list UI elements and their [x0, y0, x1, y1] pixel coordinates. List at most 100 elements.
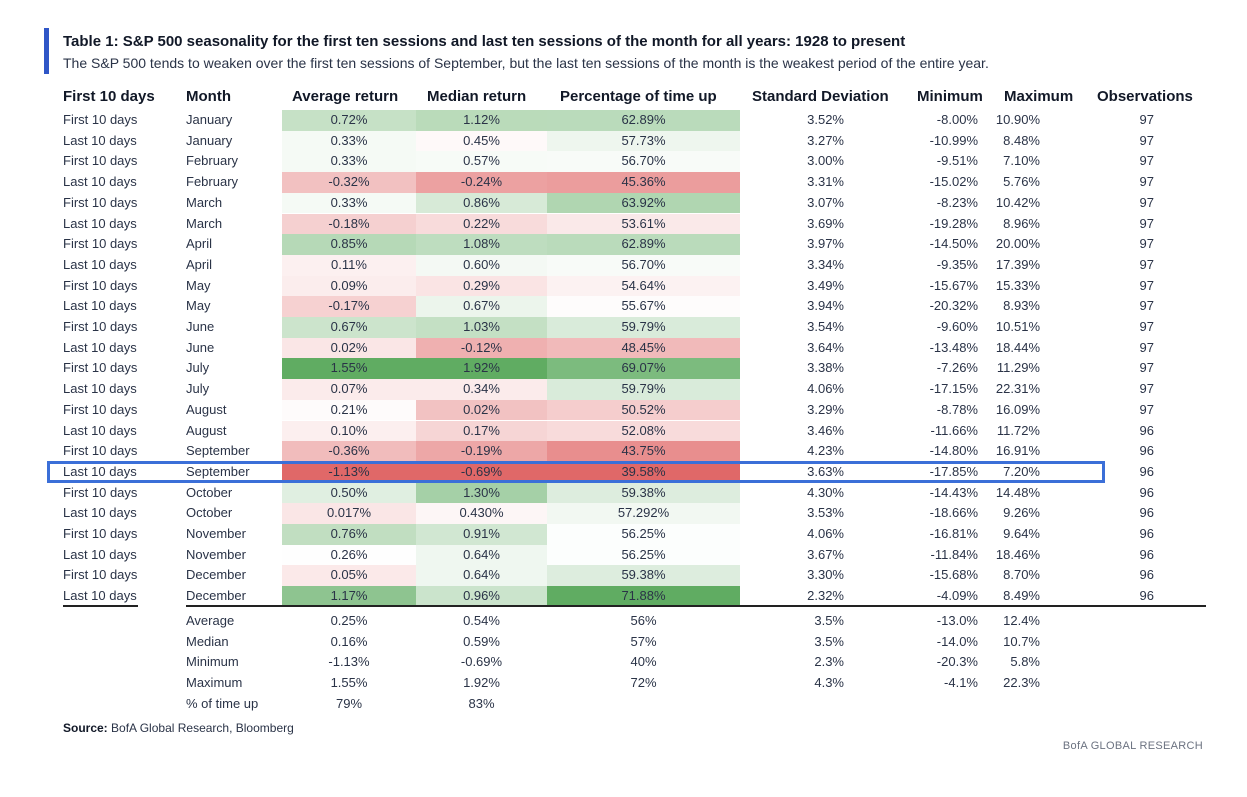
cell-min: -17.15%	[929, 381, 978, 397]
cell-period: First 10 days	[63, 319, 138, 334]
cell-month: March	[186, 194, 223, 210]
cell-pct: 62.89%	[547, 110, 740, 131]
cell-min: -9.60%	[936, 319, 978, 334]
cell-sd: 3.31%	[807, 174, 844, 190]
cell-pct: 59.38%	[547, 565, 740, 587]
cell-month: June	[186, 339, 215, 355]
cell-period: First 10 days	[63, 194, 138, 210]
cell-sd: 3.52%	[807, 112, 844, 127]
cell-month: October	[186, 505, 233, 521]
brand-footer: BofA GLOBAL RESEARCH	[1062, 740, 1203, 752]
cell-avg: 0.21%	[282, 399, 416, 421]
cell-med: 0.45%	[416, 130, 547, 152]
cell-period: Last 10 days	[63, 588, 137, 604]
cell-pct: 54.64%	[547, 275, 740, 297]
table-row: First 10 days November 0.76% 0.91% 56.25% 4.0…	[0, 524, 1247, 545]
cell-obs: 97	[1139, 256, 1154, 272]
summary-cell-avg: 0.16%	[330, 633, 368, 649]
cell-sd: 3.29%	[807, 401, 844, 417]
cell-min: -11.66%	[930, 422, 978, 438]
cell-period: First 10 days	[63, 526, 138, 541]
cell-obs: 96	[1139, 422, 1154, 438]
header-month: Month	[186, 88, 231, 105]
cell-pct: 43.75%	[547, 441, 740, 462]
table-row: Last 10 days November 0.26% 0.64% 56.25% 3.67…	[0, 544, 1247, 566]
cell-obs: 96	[1139, 588, 1154, 604]
cell-avg: 0.10%	[282, 420, 416, 442]
cell-avg: 0.09%	[282, 275, 416, 297]
cell-med: 0.91%	[416, 524, 547, 545]
summary-cell-avg: 1.55%	[330, 675, 368, 691]
divider-rule-right	[186, 605, 1206, 607]
cell-obs: 97	[1139, 381, 1154, 397]
table-row: First 10 days September -0.36% -0.19% 43.75%…	[0, 441, 1247, 462]
cell-month: February	[186, 153, 239, 169]
cell-obs: 97	[1139, 298, 1154, 314]
cell-min: -14.80%	[929, 443, 978, 459]
cell-obs: 96	[1139, 463, 1154, 479]
cell-month: August	[186, 401, 227, 417]
table-row: Last 10 days January 0.33% 0.45% 57.73% 3.27%…	[0, 130, 1247, 152]
cell-obs: 96	[1139, 484, 1154, 500]
cell-avg: 0.85%	[282, 234, 416, 255]
cell-period: First 10 days	[63, 443, 138, 459]
cell-med: 0.57%	[416, 151, 547, 173]
cell-min: -14.50%	[929, 236, 978, 252]
cell-pct: 57.292%	[547, 503, 740, 524]
summary-cell-pct: 57%	[630, 633, 657, 649]
cell-pct: 52.08%	[547, 420, 740, 442]
cell-obs: 97	[1139, 112, 1154, 127]
cell-pct: 59.79%	[547, 379, 740, 400]
cell-min: -13.48%	[929, 339, 978, 355]
cell-sd: 3.46%	[807, 422, 844, 438]
cell-sd: 4.23%	[807, 443, 844, 459]
cell-max: 8.49%	[1003, 588, 1040, 604]
cell-sd: 3.07%	[807, 194, 844, 210]
cell-obs: 97	[1139, 236, 1154, 252]
table-row: Last 10 days February -0.32% -0.24% 45.36% 3.…	[0, 172, 1247, 193]
table-row: Last 10 days September -1.13% -0.69% 39.58% 3…	[0, 461, 1247, 483]
cell-sd: 4.30%	[807, 484, 844, 500]
table-row: First 10 days March 0.33% 0.86% 63.92% 3.07% -…	[0, 192, 1247, 214]
summary-cell-min: -14.0%	[936, 633, 978, 649]
cell-avg: 0.26%	[282, 544, 416, 566]
cell-min: -17.85%	[929, 463, 978, 479]
cell-pct: 71.88%	[547, 586, 740, 607]
summary-cell-med: 1.92%	[463, 675, 500, 691]
cell-avg: 0.50%	[282, 482, 416, 504]
cell-sd: 3.00%	[807, 153, 844, 169]
cell-avg: -0.32%	[282, 172, 416, 193]
cell-max: 20.00%	[995, 236, 1040, 252]
table-title: Table 1: S&P 500 seasonality for the fir…	[63, 33, 906, 50]
header-period: First 10 days	[63, 88, 155, 105]
cell-med: 0.64%	[416, 565, 547, 587]
cell-min: -14.43%	[929, 484, 978, 500]
cell-month: September	[186, 463, 250, 479]
cell-obs: 97	[1139, 215, 1154, 231]
table-row: Last 10 days April 0.11% 0.60% 56.70% 3.34% -9…	[0, 254, 1247, 276]
cell-avg: 0.67%	[282, 317, 416, 338]
cell-obs: 97	[1139, 339, 1154, 355]
cell-pct: 56.70%	[547, 151, 740, 173]
cell-min: -15.67%	[929, 277, 978, 293]
table-row: First 10 days January 0.72% 1.12% 62.89% 3.52…	[0, 110, 1247, 131]
cell-period: Last 10 days	[63, 298, 137, 314]
cell-period: Last 10 days	[63, 381, 137, 397]
source-note: Source: BofA Global Research, Bloomberg	[63, 721, 294, 735]
cell-month: September	[186, 443, 250, 459]
cell-max: 10.90%	[995, 112, 1040, 127]
cell-min: -7.26%	[936, 360, 978, 376]
cell-avg: 0.017%	[282, 503, 416, 524]
cell-min: -15.68%	[929, 567, 978, 583]
summary-cell-pct: 56%	[630, 613, 657, 628]
cell-sd: 3.27%	[807, 132, 844, 148]
cell-period: First 10 days	[63, 360, 138, 376]
cell-month: October	[186, 484, 233, 500]
summary-cell-med: 83%	[468, 695, 495, 711]
summary-cell-sd: 2.3%	[814, 654, 844, 670]
cell-med: 0.17%	[416, 420, 547, 442]
summary-cell-med: 0.59%	[463, 633, 500, 649]
cell-obs: 97	[1139, 174, 1154, 190]
cell-min: -10.99%	[929, 132, 978, 148]
cell-med: 0.96%	[416, 586, 547, 607]
